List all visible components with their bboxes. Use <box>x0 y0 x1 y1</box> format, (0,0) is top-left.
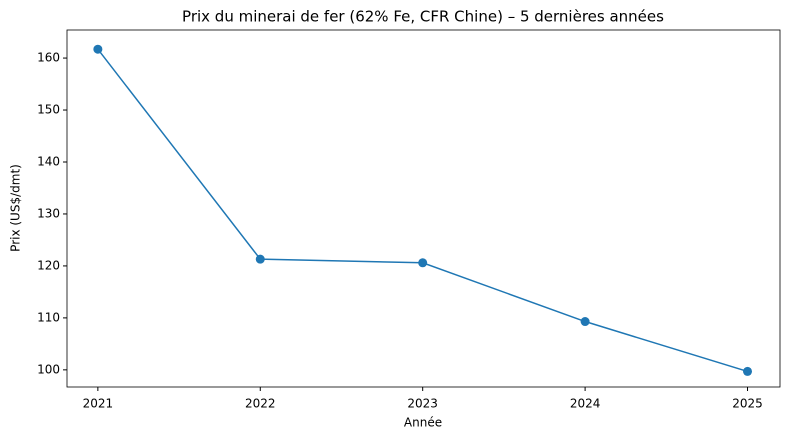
point <box>580 317 590 327</box>
y-tick-label: 140 <box>37 154 60 168</box>
x-tick-label: 2025 <box>732 397 763 411</box>
chart-title: Prix du minerai de fer (62% Fe, CFR Chin… <box>182 8 664 26</box>
y-tick-label: 120 <box>37 258 60 272</box>
x-axis-label: Année <box>404 416 442 430</box>
y-tick-label: 100 <box>37 362 60 376</box>
x-tick-label: 2021 <box>83 397 114 411</box>
y-tick-label: 160 <box>37 51 60 65</box>
plot-frame <box>66 29 781 388</box>
x-tick-label: 2022 <box>245 397 276 411</box>
x-tick-label: 2024 <box>570 397 601 411</box>
y-tick-label: 130 <box>37 206 60 220</box>
y-axis-label: Prix (US$/dmt) <box>9 164 23 252</box>
point <box>255 254 265 264</box>
point <box>743 366 753 376</box>
point <box>418 258 428 268</box>
x-tick-label: 2023 <box>407 397 438 411</box>
y-tick-label: 150 <box>37 103 60 117</box>
point <box>93 44 103 54</box>
y-tick-label: 110 <box>37 310 60 324</box>
line <box>97 48 748 373</box>
